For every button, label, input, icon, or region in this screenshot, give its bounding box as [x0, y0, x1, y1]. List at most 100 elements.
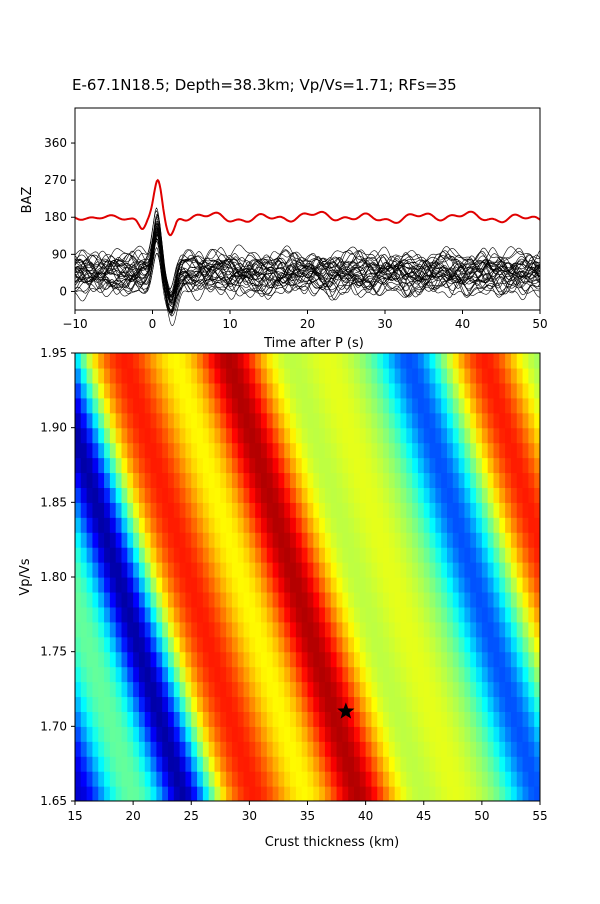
- hk-cell: [354, 502, 361, 518]
- hk-cell: [406, 666, 413, 683]
- hk-cell: [528, 367, 535, 384]
- hk-cell: [528, 741, 535, 757]
- hk-cell: [464, 502, 471, 518]
- hk-cell: [290, 457, 297, 474]
- hk-cell: [365, 636, 373, 653]
- hk-cell: [127, 621, 134, 638]
- hk-cell: [104, 397, 111, 414]
- hk-cell: [388, 666, 396, 683]
- hk-cell: [336, 591, 343, 608]
- hk-cell: [243, 711, 250, 727]
- hk-cell: [313, 636, 320, 653]
- hk-cell: [272, 651, 280, 668]
- hk-cell: [255, 666, 262, 683]
- hk-cell: [185, 726, 192, 742]
- hk-cell: [493, 427, 500, 444]
- hk-cell: [191, 786, 198, 801]
- hk-cell: [435, 412, 442, 429]
- hk-cell: [388, 636, 396, 653]
- hk-cell: [324, 562, 332, 578]
- hk-cell: [505, 382, 512, 399]
- hk-cell: [470, 502, 477, 518]
- hk-cell: [231, 382, 239, 399]
- hk-cell: [301, 517, 309, 533]
- hk-cell: [476, 771, 483, 787]
- hk-cell: [342, 636, 349, 653]
- hk-cell: [156, 741, 163, 757]
- hk-cell: [290, 786, 297, 801]
- hk-cell: [255, 412, 262, 429]
- hk-cell: [429, 651, 436, 668]
- hk-cell: [179, 756, 187, 772]
- hk-cell: [168, 577, 175, 593]
- hk-cell: [133, 502, 140, 518]
- hk-cell: [290, 606, 297, 623]
- hk-cell: [522, 651, 529, 668]
- hk-cell: [435, 487, 442, 503]
- hk-cell: [534, 427, 540, 444]
- hk-cell: [92, 562, 99, 578]
- hk-cell: [138, 502, 146, 518]
- hk-cell: [138, 756, 146, 772]
- hk-cell: [522, 547, 529, 563]
- hk-cell: [115, 427, 123, 444]
- hk-cell: [464, 547, 471, 563]
- hk-cell: [98, 726, 105, 742]
- hk-cell: [162, 517, 169, 533]
- hk-cell: [481, 442, 489, 459]
- hk-cell: [266, 397, 274, 414]
- hk-cell: [330, 666, 338, 683]
- hk-cell: [336, 367, 343, 384]
- hk-cell: [173, 786, 181, 801]
- hk-cell: [284, 726, 291, 742]
- hk-cell: [400, 726, 407, 742]
- hk-cell: [429, 681, 436, 698]
- hk-cell: [301, 771, 309, 787]
- hk-cell: [168, 786, 175, 801]
- hk-cell: [534, 532, 540, 548]
- hk-cell: [417, 577, 425, 593]
- hk-cell: [266, 756, 274, 772]
- hk-cell: [528, 577, 535, 593]
- hk-cell: [388, 353, 396, 369]
- hk-cell: [493, 547, 500, 563]
- hk-cell: [423, 487, 431, 503]
- hk-cell: [272, 577, 280, 593]
- hk-cell: [208, 681, 216, 698]
- hk-cell: [412, 382, 419, 399]
- hk-cell: [266, 427, 274, 444]
- hk-cell: [464, 562, 471, 578]
- hk-cell: [476, 577, 483, 593]
- hk-cell: [138, 606, 146, 623]
- hk-cell: [481, 367, 489, 384]
- hk-cell: [75, 591, 82, 608]
- hk-cell: [383, 771, 390, 787]
- hk-cell: [458, 681, 466, 698]
- hk-cell: [290, 726, 297, 742]
- hk-cell: [255, 726, 262, 742]
- hk-cell: [534, 591, 540, 608]
- hk-cell: [104, 547, 111, 563]
- hk-cell: [266, 726, 274, 742]
- hk-cell: [179, 502, 187, 518]
- hk-cell: [388, 621, 396, 638]
- hk-cell: [173, 487, 181, 503]
- hk-cell: [109, 636, 117, 653]
- hk-cell: [266, 606, 274, 623]
- hk-cell: [231, 606, 239, 623]
- hk-cell: [365, 547, 373, 563]
- hk-cell: [231, 771, 239, 787]
- hk-cell: [487, 457, 495, 474]
- hk-cell: [307, 636, 314, 653]
- hk-cell: [295, 427, 303, 444]
- hk-cell: [516, 726, 524, 742]
- hk-cell: [499, 636, 506, 653]
- hk-cell: [179, 606, 187, 623]
- hk-cell: [249, 427, 256, 444]
- hk-cell: [394, 651, 402, 668]
- hk-cell: [429, 696, 436, 712]
- hk-cell: [493, 711, 500, 727]
- hk-cell: [86, 353, 94, 369]
- hk-cell: [400, 771, 407, 787]
- hk-cell: [481, 502, 489, 518]
